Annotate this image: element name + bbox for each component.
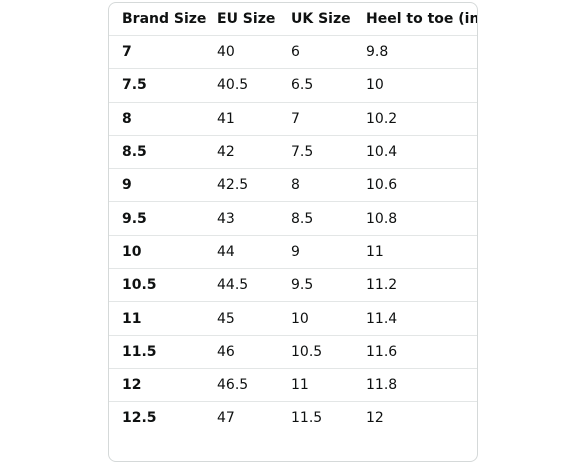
header-brand-size: Brand Size <box>122 11 207 27</box>
brand-size-cell: 12 <box>109 367 204 402</box>
eu-size-cell: 41 <box>204 101 278 136</box>
eu-size-cell: 45 <box>204 301 278 336</box>
uk-size-cell: 9 <box>278 234 353 269</box>
uk-size-cell: 10 <box>278 301 353 336</box>
eu-size-cell: 42 <box>204 134 278 169</box>
header-eu-size: EU Size <box>217 11 276 27</box>
heel-to-toe-cell: 12 <box>353 401 477 435</box>
table-row: 11 45 10 11.4 <box>109 301 477 336</box>
heel-to-toe-cell: 11.4 <box>353 301 477 336</box>
uk-size-cell: 8 <box>278 168 353 202</box>
header-heel-to-toe: Heel to toe (in) <box>366 11 478 27</box>
eu-size-cell: 44.5 <box>204 268 278 302</box>
table-row: 9 42.5 8 10.6 <box>109 168 477 202</box>
heel-to-toe-cell: 10 <box>353 68 477 103</box>
heel-to-toe-cell: 11.8 <box>353 367 477 402</box>
eu-size-cell: 42.5 <box>204 168 278 202</box>
uk-size-cell: 10.5 <box>278 334 353 369</box>
table-header-row: Brand Size EU Size UK Size Heel to toe (… <box>109 3 477 36</box>
uk-size-cell: 11 <box>278 367 353 402</box>
table-row: 8.5 42 7.5 10.4 <box>109 134 477 169</box>
brand-size-cell: 12.5 <box>109 401 204 435</box>
brand-size-cell: 8 <box>109 101 204 136</box>
table-row: 11.5 46 10.5 11.6 <box>109 334 477 369</box>
uk-size-cell: 11.5 <box>278 401 353 435</box>
brand-size-cell: 11.5 <box>109 334 204 369</box>
heel-to-toe-cell: 10.4 <box>353 134 477 169</box>
table-row: 7.5 40.5 6.5 10 <box>109 68 477 103</box>
eu-size-cell: 47 <box>204 401 278 435</box>
heel-to-toe-cell: 10.2 <box>353 101 477 136</box>
eu-size-cell: 44 <box>204 234 278 269</box>
brand-size-cell: 8.5 <box>109 134 204 169</box>
heel-to-toe-cell: 11.6 <box>353 334 477 369</box>
brand-size-cell: 10 <box>109 234 204 269</box>
uk-size-cell: 6 <box>278 34 353 69</box>
header-uk-size: UK Size <box>291 11 351 27</box>
eu-size-cell: 46 <box>204 334 278 369</box>
uk-size-cell: 7.5 <box>278 134 353 169</box>
heel-to-toe-cell: 11 <box>353 234 477 269</box>
eu-size-cell: 40.5 <box>204 68 278 103</box>
uk-size-cell: 7 <box>278 101 353 136</box>
eu-size-cell: 40 <box>204 34 278 69</box>
heel-to-toe-cell: 10.6 <box>353 168 477 202</box>
brand-size-cell: 9 <box>109 168 204 202</box>
table-row: 12 46.5 11 11.8 <box>109 367 477 402</box>
brand-size-cell: 7.5 <box>109 68 204 103</box>
table-row: 7 40 6 9.8 <box>109 34 477 69</box>
table-row: 8 41 7 10.2 <box>109 101 477 136</box>
brand-size-cell: 9.5 <box>109 201 204 236</box>
heel-to-toe-cell: 11.2 <box>353 268 477 302</box>
size-chart-table-container: Brand Size EU Size UK Size Heel to toe (… <box>108 2 478 462</box>
table-row: 9.5 43 8.5 10.8 <box>109 201 477 236</box>
eu-size-cell: 46.5 <box>204 367 278 402</box>
heel-to-toe-cell: 9.8 <box>353 34 477 69</box>
brand-size-cell: 11 <box>109 301 204 336</box>
uk-size-cell: 8.5 <box>278 201 353 236</box>
size-chart-table: Brand Size EU Size UK Size Heel to toe (… <box>109 3 477 435</box>
uk-size-cell: 6.5 <box>278 68 353 103</box>
table-row: 10 44 9 11 <box>109 234 477 269</box>
brand-size-cell: 7 <box>109 34 204 69</box>
table-row: 12.5 47 11.5 12 <box>109 401 477 435</box>
uk-size-cell: 9.5 <box>278 268 353 302</box>
eu-size-cell: 43 <box>204 201 278 236</box>
brand-size-cell: 10.5 <box>109 268 204 302</box>
heel-to-toe-cell: 10.8 <box>353 201 477 236</box>
table-body: 7 40 6 9.8 7.5 40.5 6.5 10 8 41 7 10.2 8.5 42 7.5 10.4 9… <box>109 34 477 435</box>
table-row: 10.5 44.5 9.5 11.2 <box>109 268 477 302</box>
